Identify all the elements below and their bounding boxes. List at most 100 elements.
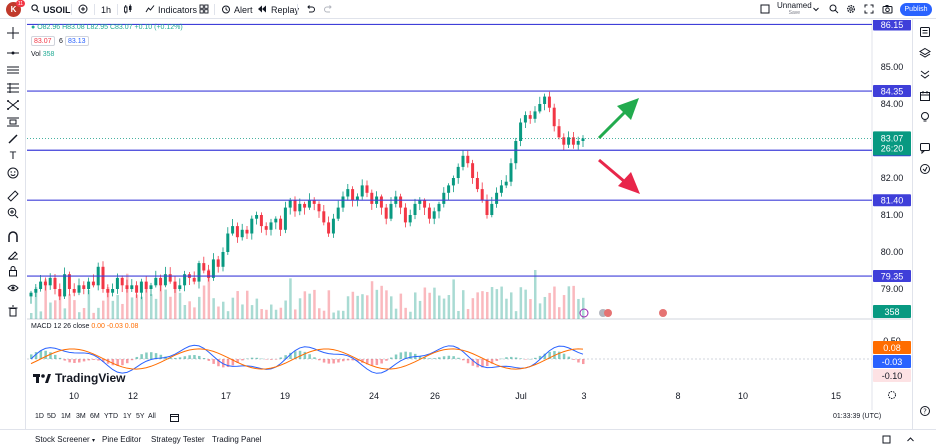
layout-menu[interactable] xyxy=(760,2,770,17)
redo-button[interactable] xyxy=(324,2,334,17)
watchlist-icon[interactable] xyxy=(917,25,933,39)
replay-button[interactable]: Replay xyxy=(257,2,299,17)
chart-type-button[interactable] xyxy=(123,2,133,17)
macd-histogram-bar xyxy=(284,355,287,359)
indicators-button[interactable]: Indicators xyxy=(145,2,197,17)
undo-button[interactable] xyxy=(305,2,315,17)
range-5y[interactable]: 5Y xyxy=(136,413,145,420)
macd-histogram-bar xyxy=(198,355,201,359)
pattern-icon[interactable] xyxy=(5,98,21,112)
level-price-label[interactable] xyxy=(873,270,911,283)
divider xyxy=(117,4,118,15)
eye-icon[interactable] xyxy=(5,281,21,295)
chat-icon[interactable] xyxy=(917,141,933,155)
trend-line-icon[interactable] xyxy=(5,46,21,60)
ruler-icon[interactable] xyxy=(5,189,21,203)
volume-bar xyxy=(212,298,215,319)
price-chart[interactable]: 86.1584.3582.7581.4079.3585.0084.0083.00… xyxy=(27,20,911,410)
fib-retracement-icon[interactable] xyxy=(5,81,21,95)
candle xyxy=(322,211,326,223)
crosshair-icon[interactable] xyxy=(5,26,21,40)
stay-drawing-icon[interactable] xyxy=(5,247,21,261)
volume-bar xyxy=(404,307,407,319)
snapshot-button[interactable] xyxy=(882,2,893,17)
chart-area[interactable]: 86.1584.3582.7581.4079.3585.0084.0083.00… xyxy=(27,20,911,410)
macd-histogram-bar xyxy=(346,359,350,361)
range-5d[interactable]: 5D xyxy=(47,413,56,420)
macd-histogram-bar xyxy=(370,359,374,366)
utc-clock[interactable]: 01:33:39 (UTC) xyxy=(833,413,882,420)
range-1y[interactable]: 1Y xyxy=(123,413,132,420)
lock-icon[interactable] xyxy=(5,264,21,278)
emoji-icon[interactable] xyxy=(5,166,21,180)
brush-icon[interactable] xyxy=(5,132,21,146)
volume-bar xyxy=(327,290,331,319)
chevrons-icon[interactable] xyxy=(917,67,933,81)
tab-strategy-tester[interactable]: Strategy Tester xyxy=(151,435,205,444)
candle xyxy=(288,200,292,208)
trash-icon[interactable] xyxy=(5,304,21,318)
tab-stock-screener[interactable]: Stock Screener ▾ xyxy=(35,435,95,444)
layout-name[interactable]: Unnamed Save xyxy=(777,1,812,16)
horizontal-lines-icon[interactable] xyxy=(5,63,21,77)
collapse-panel-button[interactable] xyxy=(906,435,915,446)
buy-price-box[interactable]: 83.13 xyxy=(65,36,89,46)
zoom-in-icon[interactable] xyxy=(5,206,21,220)
compare-button[interactable] xyxy=(78,2,88,17)
candle xyxy=(437,203,441,212)
time-tick-label: 10 xyxy=(69,391,79,401)
text-icon[interactable]: T xyxy=(9,150,17,162)
volume-bar xyxy=(577,298,580,319)
candle xyxy=(298,203,302,212)
magnet-icon[interactable] xyxy=(5,230,21,244)
interval-button[interactable]: 1h xyxy=(101,2,111,17)
volume-bar xyxy=(428,292,431,319)
candle xyxy=(504,181,508,186)
quick-search-button[interactable] xyxy=(829,2,839,17)
candle xyxy=(442,192,446,204)
alert-button[interactable]: Alert xyxy=(221,2,253,17)
ideas-stream-icon[interactable] xyxy=(917,162,933,176)
volume-bar xyxy=(318,308,321,319)
help-icon[interactable]: ? xyxy=(917,404,933,418)
publish-button[interactable]: Publish xyxy=(900,3,932,16)
range-ytd[interactable]: YTD xyxy=(104,413,118,420)
calendar-icon[interactable] xyxy=(917,89,933,103)
tab-pine-editor[interactable]: Pine Editor xyxy=(102,435,142,444)
gear-icon[interactable] xyxy=(888,391,896,399)
go-to-date-button[interactable] xyxy=(170,413,179,424)
candle xyxy=(456,166,460,178)
event-flag[interactable] xyxy=(659,309,667,317)
current-price-label[interactable] xyxy=(873,131,911,156)
range-1d[interactable]: 1D xyxy=(35,413,44,420)
tab-trading-panel[interactable]: Trading Panel xyxy=(212,435,262,444)
settings-button[interactable] xyxy=(846,2,856,17)
volume-bar xyxy=(438,295,441,319)
symbol-search[interactable]: USOIL xyxy=(31,2,71,17)
candle xyxy=(77,285,81,293)
candle xyxy=(523,115,527,123)
volume-bar xyxy=(356,295,359,319)
level-price-label[interactable] xyxy=(873,85,911,98)
layers-icon[interactable] xyxy=(917,46,933,60)
layout-dropdown[interactable] xyxy=(812,2,820,17)
range-1m[interactable]: 1M xyxy=(61,413,71,420)
volume-bar xyxy=(538,303,542,319)
range-all[interactable]: All xyxy=(148,413,156,420)
macd-histogram-bar xyxy=(111,359,115,366)
level-price-label[interactable] xyxy=(873,20,911,31)
sell-price-box[interactable]: 83.07 xyxy=(31,36,55,46)
time-tick-label: 24 xyxy=(369,391,379,401)
templates-button[interactable] xyxy=(199,2,209,17)
event-marker[interactable] xyxy=(579,308,589,318)
lightbulb-icon[interactable] xyxy=(917,110,933,124)
range-3m[interactable]: 3M xyxy=(76,413,86,420)
event-flag[interactable] xyxy=(604,309,612,317)
level-price-label[interactable] xyxy=(873,194,911,207)
maximize-panel-button[interactable] xyxy=(882,435,891,446)
macd-histogram-bar xyxy=(519,358,523,359)
volume-bar xyxy=(572,285,575,319)
range-6m[interactable]: 6M xyxy=(90,413,100,420)
fullscreen-button[interactable] xyxy=(864,2,874,17)
prediction-icon[interactable] xyxy=(5,115,21,129)
